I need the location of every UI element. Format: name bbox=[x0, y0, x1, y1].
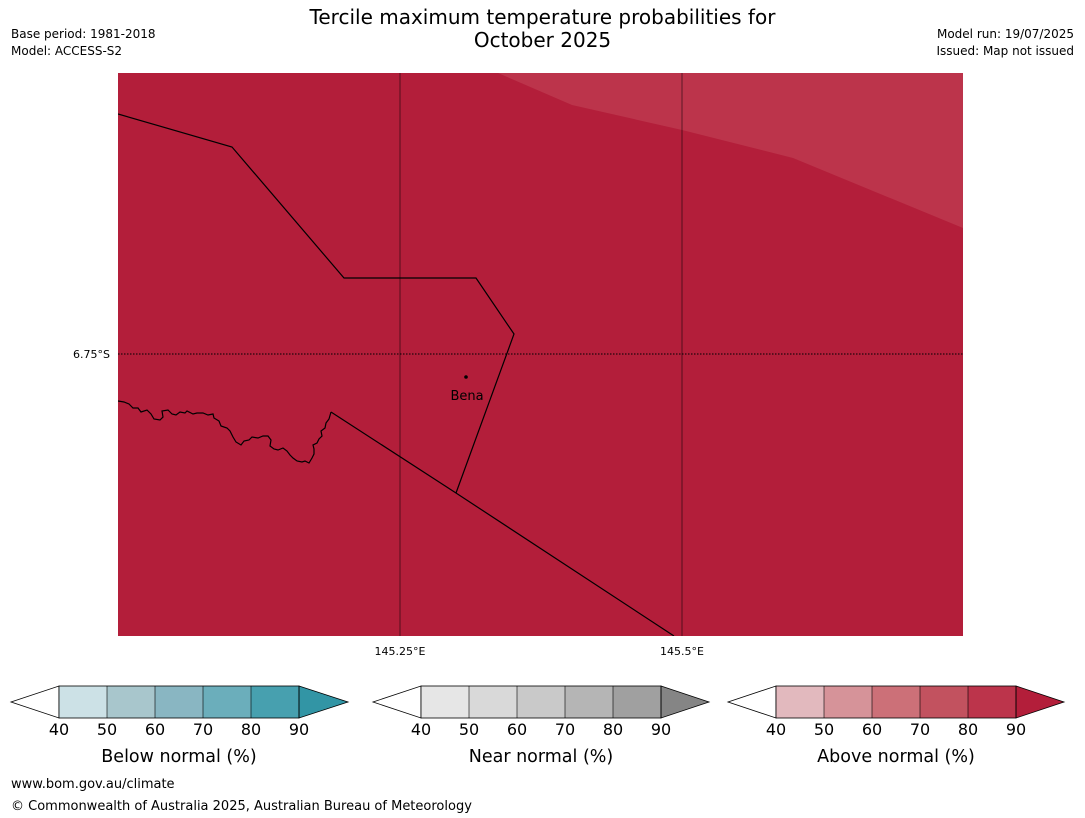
colorbar-near-tick-50: 50 bbox=[459, 720, 479, 739]
colorbar-above-tick-70: 70 bbox=[910, 720, 930, 739]
lon-label-1: 145.25°E bbox=[375, 645, 426, 658]
title-line-1: Tercile maximum temperature probabilitie… bbox=[309, 5, 776, 29]
colorbar-above-tick-50: 50 bbox=[814, 720, 834, 739]
colorbar-above-title: Above normal (%) bbox=[817, 747, 975, 767]
colorbar-below-tick-40: 40 bbox=[49, 720, 69, 739]
colorbar-below-max-extend bbox=[298, 685, 350, 719]
colorbar-above-bin-0 bbox=[776, 686, 824, 718]
district-boundary-west bbox=[118, 400, 332, 464]
colorbar-below-tick-60: 60 bbox=[145, 720, 165, 739]
colorbar-below-tick-70: 70 bbox=[193, 720, 213, 739]
bena-location-dot bbox=[464, 375, 468, 379]
colorbar-above-tick-60: 60 bbox=[862, 720, 882, 739]
footer-copyright: © Commonwealth of Australia 2025, Austra… bbox=[11, 799, 472, 814]
colorbar-near-bin-2 bbox=[517, 686, 565, 718]
colorbar-below-tick-50: 50 bbox=[97, 720, 117, 739]
colorbar-below-tick-90: 90 bbox=[289, 720, 309, 739]
colorbar-above-normal: 40 50 60 70 80 90 Above normal (%) bbox=[726, 685, 1066, 767]
colorbar-above-bin-3 bbox=[920, 686, 968, 718]
lat-label: 6.75°S bbox=[73, 348, 110, 361]
colorbar-above-tick-90: 90 bbox=[1006, 720, 1026, 739]
model-name: Model: ACCESS-S2 bbox=[11, 44, 123, 58]
colorbar-near-tick-90: 90 bbox=[651, 720, 671, 739]
colorbar-near-max-extend bbox=[660, 685, 711, 719]
colorbar-near-min-extend bbox=[371, 685, 422, 719]
colorbar-below-bin-2 bbox=[155, 686, 203, 718]
colorbar-near-bin-1 bbox=[469, 686, 517, 718]
colorbar-below-bin-1 bbox=[107, 686, 155, 718]
model-run: Model run: 19/07/2025 bbox=[936, 27, 1074, 41]
colorbar-near-bin-0 bbox=[421, 686, 469, 718]
province-boundary-south bbox=[330, 411, 675, 636]
colorbar-above-max-extend bbox=[1015, 685, 1066, 719]
colorbar-below-outline bbox=[58, 685, 300, 719]
colorbar-above-tick-80: 80 bbox=[958, 720, 978, 739]
title-line-2: October 2025 bbox=[473, 28, 612, 52]
colorbar-near-outline bbox=[420, 685, 662, 719]
meta-right: Model run: 19/07/2025 Issued: Map not is… bbox=[936, 26, 1074, 60]
place-label-bena: Bena bbox=[450, 389, 483, 404]
colorbar-near-tick-70: 70 bbox=[555, 720, 575, 739]
colorbar-above-tick-40: 40 bbox=[766, 720, 786, 739]
above-normal-70-80-region bbox=[498, 73, 963, 228]
colorbar-near-bin-3 bbox=[565, 686, 613, 718]
colorbar-above-bin-1 bbox=[824, 686, 872, 718]
colorbar-near-tick-40: 40 bbox=[411, 720, 431, 739]
colorbar-above-bin-4 bbox=[968, 686, 1016, 718]
meta-left: Base period: 1981-2018 Model: ACCESS-S2 bbox=[11, 26, 156, 60]
colorbar-above-bin-2 bbox=[872, 686, 920, 718]
colorbar-below-bin-0 bbox=[59, 686, 107, 718]
colorbar-below-min-extend bbox=[9, 685, 60, 719]
province-boundary bbox=[118, 113, 515, 494]
footer-url: www.bom.gov.au/climate bbox=[11, 777, 175, 792]
colorbar-near-title: Near normal (%) bbox=[469, 747, 614, 767]
colorbar-below-tick-80: 80 bbox=[241, 720, 261, 739]
colorbar-near-bin-4 bbox=[613, 686, 661, 718]
colorbar-below-title: Below normal (%) bbox=[101, 747, 256, 767]
footer: www.bom.gov.au/climate © Commonwealth of… bbox=[11, 774, 472, 818]
base-period: Base period: 1981-2018 bbox=[11, 27, 156, 41]
colorbar-above-min-extend bbox=[726, 685, 777, 719]
colorbar-near-tick-80: 80 bbox=[603, 720, 623, 739]
map-title: Tercile maximum temperature probabilitie… bbox=[0, 6, 1085, 52]
colorbar-below-bin-3 bbox=[203, 686, 251, 718]
map-area: Bena bbox=[118, 73, 963, 636]
colorbar-near-tick-60: 60 bbox=[507, 720, 527, 739]
lon-label-2: 145.5°E bbox=[660, 645, 704, 658]
colorbar-below-normal: 40 50 60 70 80 90 Below normal (%) bbox=[9, 685, 350, 767]
colorbar-below-bin-4 bbox=[251, 686, 299, 718]
colorbar-above-outline bbox=[775, 685, 1017, 719]
colorbar-near-normal: 40 50 60 70 80 90 Near normal (%) bbox=[371, 685, 711, 767]
issued-status: Issued: Map not issued bbox=[936, 44, 1074, 58]
